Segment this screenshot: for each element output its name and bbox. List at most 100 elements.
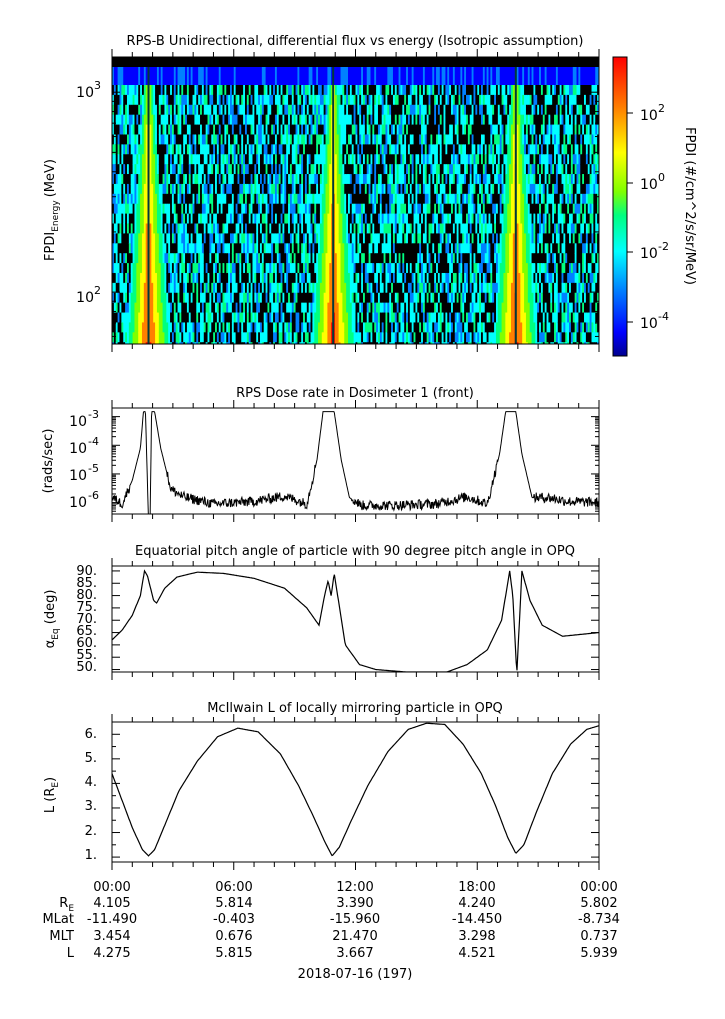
heatmap-cell [400, 213, 403, 225]
heatmap-cell [430, 233, 433, 244]
heatmap-cell [409, 85, 413, 96]
heatmap-cell [156, 282, 160, 294]
heatmap-cell [136, 164, 139, 175]
heatmap-cell [261, 144, 265, 155]
heatmap-cell [231, 67, 235, 85]
heatmap-cell [188, 292, 192, 304]
heatmap-cell [235, 282, 239, 294]
heatmap-cell [248, 272, 252, 284]
heatmap-cell [334, 114, 338, 126]
heatmap-cell [254, 174, 257, 185]
heatmap-cell [432, 134, 435, 145]
heatmap-cell [351, 322, 355, 333]
heatmap-cell [258, 67, 261, 85]
heatmap-cell [280, 282, 284, 294]
heatmap-cell [333, 312, 336, 324]
heatmap-cell [327, 164, 330, 175]
heatmap-cell [419, 193, 422, 205]
heatmap-cell [198, 233, 201, 244]
heatmap-cell [370, 223, 373, 234]
heatmap-cell [273, 213, 276, 225]
heatmap-cell [164, 243, 167, 254]
heatmap-cell [192, 282, 196, 294]
heatmap-cell [153, 124, 156, 136]
heatmap-cell [319, 243, 323, 254]
heatmap-cell [398, 183, 402, 195]
heatmap-cell [151, 312, 154, 324]
heatmap-cell [115, 193, 119, 205]
heatmap-cell [155, 352, 157, 362]
heatmap-cell [301, 233, 304, 244]
heatmap-cell [314, 104, 317, 116]
heatmap-cell [286, 223, 289, 234]
heatmap-cell [121, 183, 124, 195]
heatmap-cell [218, 164, 222, 175]
heatmap-cell [324, 352, 326, 362]
heatmap-cell [226, 134, 229, 145]
heatmap-cell [231, 272, 235, 284]
heatmap-cell [203, 342, 207, 344]
heatmap-cell [316, 282, 319, 294]
heatmap-cell [361, 144, 364, 155]
heatmap-cell [132, 94, 136, 106]
heatmap-cell [138, 67, 141, 85]
heatmap-cell [385, 253, 388, 264]
heatmap-cell [432, 154, 435, 165]
heatmap-cell [404, 164, 407, 175]
heatmap-cell [342, 174, 345, 185]
heatmap-cell [267, 272, 270, 284]
heatmap-cell [246, 174, 250, 185]
heatmap-cell [293, 322, 297, 333]
heatmap-cell [432, 124, 435, 136]
heatmap-cell [134, 124, 137, 136]
heatmap-cell [411, 144, 415, 155]
heatmap-cell [278, 114, 282, 126]
heatmap-cell [398, 292, 402, 304]
heatmap-cell [168, 282, 171, 294]
heatmap-cell [370, 203, 373, 215]
heatmap-cell [186, 114, 190, 126]
heatmap-cell [128, 213, 132, 225]
heatmap-cell [329, 223, 332, 234]
heatmap-cell [361, 134, 364, 145]
heatmap-cell [282, 223, 285, 234]
heatmap-cell [162, 213, 166, 225]
heatmap-cell [141, 282, 145, 294]
heatmap-cell [329, 332, 332, 343]
heatmap-cell [284, 253, 287, 264]
heatmap-cell [239, 233, 242, 244]
heatmap-cell [323, 332, 327, 343]
panel1-title: RPS-B Unidirectional, differential flux … [127, 34, 584, 49]
heatmap-cell [342, 243, 345, 254]
heatmap-cell [314, 183, 317, 195]
heatmap-cell [284, 292, 287, 304]
heatmap-cell [357, 263, 360, 274]
heatmap-cell [256, 243, 259, 254]
heatmap-cell [297, 104, 300, 116]
heatmap-cell [389, 253, 392, 264]
heatmap-cell [286, 332, 289, 343]
heatmap-cell [421, 292, 424, 304]
heatmap-cell [394, 332, 398, 343]
heatmap-cell [276, 233, 280, 244]
heatmap-cell [419, 114, 422, 126]
heatmap-cell [171, 233, 175, 244]
heatmap-cell [171, 253, 175, 264]
heatmap-cell [259, 174, 263, 185]
heatmap-cell [278, 174, 282, 185]
heatmap-cell [338, 243, 342, 254]
heatmap-cell [194, 322, 197, 333]
heatmap-cell [336, 193, 340, 205]
heatmap-cell [340, 67, 343, 85]
heatmap-cell [387, 144, 390, 155]
heatmap-cell [138, 183, 141, 195]
heatmap-cell [164, 282, 167, 294]
heatmap-cell [291, 154, 295, 165]
heatmap-cell [179, 243, 182, 254]
heatmap-cell [241, 124, 244, 136]
heatmap-cell [269, 263, 272, 274]
heatmap-cell [293, 282, 297, 294]
heatmap-cell [173, 134, 177, 145]
heatmap-cell [213, 332, 216, 343]
heatmap-cell [230, 164, 233, 175]
